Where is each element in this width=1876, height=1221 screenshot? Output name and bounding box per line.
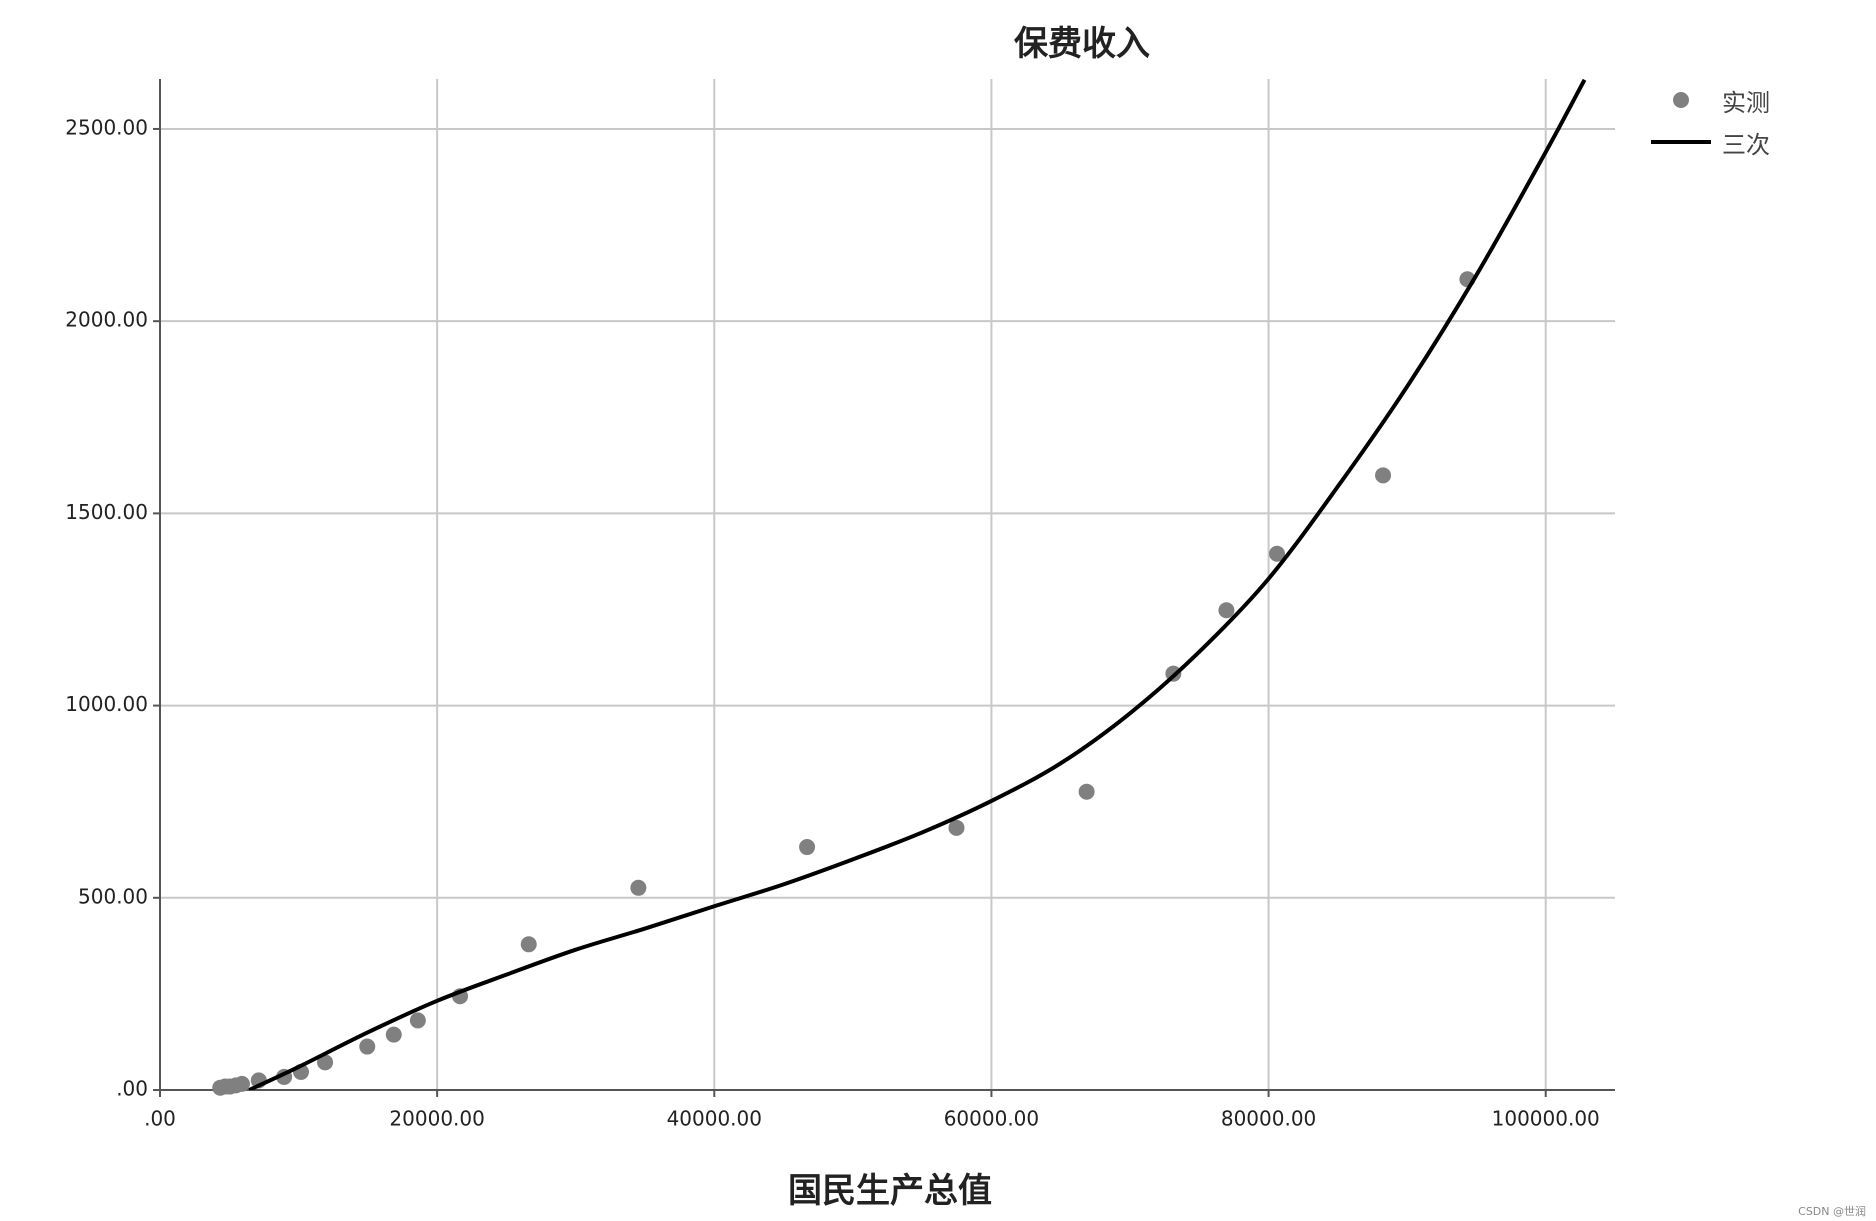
data-point [409,1012,426,1029]
y-tick-label: 1000.00 [65,692,148,716]
data-point [359,1038,376,1055]
legend-label: 三次 [1722,131,1770,159]
data-point [799,839,816,856]
y-tick-label: 1500.00 [65,500,148,524]
data-point [948,819,965,836]
x-tick-label: 40000.00 [667,1107,762,1131]
x-tick-label: 100000.00 [1492,1107,1600,1131]
x-tick-label: 60000.00 [944,1107,1039,1131]
x-tick-label: 20000.00 [389,1107,484,1131]
data-point [233,1075,250,1092]
data-point [385,1026,402,1043]
y-tick-label: 2500.00 [65,115,148,139]
data-point [520,936,537,953]
legend-marker [1673,92,1689,108]
x-tick-label: .00 [144,1107,176,1131]
y-tick-label: 2000.00 [65,308,148,332]
fit-line [248,79,1587,1090]
data-point [1218,602,1235,619]
data-point [1269,545,1286,562]
data-point [630,879,647,896]
watermark: CSDN @世润 [1798,1204,1866,1218]
y-tick-label: 500.00 [78,884,148,908]
data-point [1375,467,1392,484]
chart-title: 保费收入 [1014,24,1150,64]
x-axis-label: 国民生产总值 [788,1171,992,1211]
data-point [1078,783,1095,800]
x-tick-label: 80000.00 [1221,1107,1316,1131]
data-point [317,1054,334,1071]
legend-label: 实测 [1722,89,1770,117]
y-tick-label: .00 [116,1077,148,1101]
